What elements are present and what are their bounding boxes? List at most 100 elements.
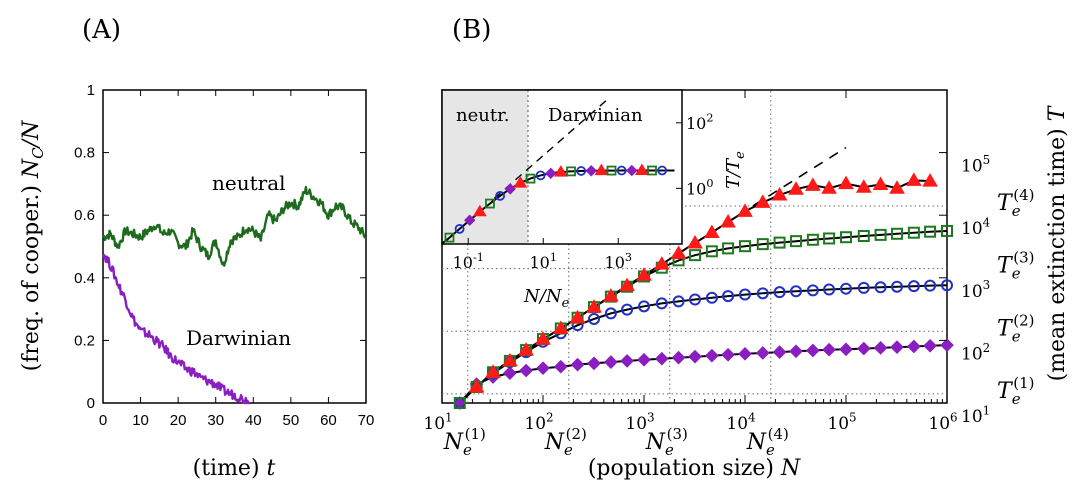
y-tick-label: 1	[87, 82, 95, 99]
marker-triangle	[754, 194, 771, 208]
marker-circle	[823, 283, 836, 296]
marker-triangle	[653, 256, 670, 270]
panel-a-xlabel: (time) t	[193, 456, 276, 481]
marker-diamond	[620, 354, 634, 368]
marker-circle	[806, 284, 819, 297]
marker-square	[874, 228, 887, 241]
inset-xlabel: N/Ne	[523, 286, 570, 311]
marker-circle	[840, 282, 852, 295]
ne-label: Ne(4)	[746, 425, 789, 459]
panel-b-chart: 101 102 103 104 105 106 101 102 103 104 105 Ne(1)…	[423, 89, 1070, 481]
x-tick-label: 10	[132, 412, 149, 429]
te-label: Te(1)	[997, 374, 1034, 408]
marker-diamond	[772, 345, 787, 359]
marker-square	[907, 226, 920, 239]
x-tick-label: 0	[99, 412, 107, 429]
marker-diamond	[705, 348, 719, 363]
ne-label: Ne(1)	[443, 425, 486, 459]
panel-b-xlabel: (population size) N	[588, 456, 801, 481]
panel-a-label: (A)	[82, 15, 121, 45]
marker-triangle	[468, 379, 485, 393]
marker-circle	[941, 279, 953, 292]
panel-b-te-labels: Te(1) Te(2) Te(3) Te(4)	[997, 186, 1034, 408]
panel-a-frame	[102, 89, 367, 404]
marker-diamond	[789, 344, 803, 359]
marker-triangle	[619, 277, 635, 292]
inset-y-ticks: 100 102	[676, 112, 713, 198]
inset-x-tick-label: 103	[605, 251, 632, 272]
marker-triangle	[552, 320, 569, 334]
marker-triangle	[518, 342, 534, 356]
panel-b-frame	[441, 89, 948, 404]
marker-circle	[705, 291, 718, 304]
marker-diamond	[806, 343, 820, 358]
marker-square	[857, 230, 870, 243]
marker-diamond	[553, 359, 568, 374]
x-tick-label: 40	[245, 412, 262, 429]
marker-diamond	[587, 356, 601, 371]
panel-b-y-ticks: 101 102 103 104 105	[939, 152, 990, 427]
marker-circle	[588, 312, 601, 325]
marker-diamond	[940, 338, 954, 352]
x-tick-label: 50	[283, 412, 300, 429]
marker-diamond	[519, 363, 533, 378]
panel-a-ylabel: (freq. of cooper.) NC/N	[19, 120, 47, 371]
marker-circle	[907, 280, 920, 293]
panel-a-series	[101, 185, 367, 405]
marker-square	[941, 224, 953, 237]
inset-frame	[441, 89, 683, 245]
marker-square	[924, 225, 937, 238]
inset-marker-diamond	[545, 167, 557, 180]
marker-triangle	[855, 179, 872, 193]
marker-triangle	[906, 172, 922, 186]
marker-circle	[672, 295, 685, 308]
marker-triangle	[603, 288, 619, 302]
inset-neutral-label: neutr.	[456, 105, 509, 126]
marker-circle	[756, 287, 769, 300]
marker-diamond	[671, 350, 686, 365]
marker-square	[790, 235, 803, 248]
x-tick-label: 106	[928, 410, 957, 434]
inset-neutral-region	[442, 90, 528, 244]
x-tick-label: 60	[320, 412, 337, 429]
inset-marker-square	[485, 198, 495, 209]
panel-b-x-ticks: 101 102 103 104 105 106	[423, 90, 958, 434]
inset-y-tick-label: 102	[686, 112, 713, 133]
inset-x-tick-label: 10-1	[453, 251, 484, 272]
marker-diamond	[570, 357, 585, 372]
x-tick-label: 20	[170, 412, 187, 429]
marker-diamond	[738, 346, 752, 361]
inset-marker-circle	[657, 165, 668, 176]
inset-series	[441, 96, 675, 245]
marker-triangle	[788, 181, 804, 195]
marker-diamond	[822, 342, 836, 357]
marker-diamond	[503, 366, 517, 380]
marker-diamond	[907, 339, 921, 354]
panel-a-y-ticks: 0 0.2 0.4 0.6 0.8 1	[74, 82, 366, 412]
inset-marker-circle	[616, 165, 627, 176]
marker-diamond	[688, 349, 702, 364]
marker-triangle	[569, 309, 586, 324]
inset-marker-diamond	[464, 214, 476, 226]
panel-a-chart: 0 10 20 30 40 50 60 70 0 0.2 0.4 0.6 0.8 1 neutral D…	[19, 82, 374, 481]
te-label: Te(4)	[997, 186, 1034, 220]
series-line-neutral	[102, 185, 367, 267]
marker-triangle	[737, 203, 753, 217]
inset-ylabel: T/Te	[723, 151, 748, 189]
panel-a-x-ticks: 0 10 20 30 40 50 60 70	[99, 90, 374, 429]
inset-x-ticks: 10-1 101 103	[453, 238, 632, 272]
marker-diamond	[856, 341, 871, 356]
marker-triangle	[838, 175, 854, 190]
y-tick-label: 101	[961, 403, 990, 427]
marker-square	[840, 231, 852, 244]
inset-marker-diamond	[626, 164, 638, 177]
marker-square	[722, 242, 735, 255]
y-tick-label: 0.4	[74, 270, 95, 287]
marker-circle	[621, 303, 634, 316]
marker-triangle	[636, 267, 652, 281]
x-tick-label: 101	[423, 410, 452, 434]
panel-b-label: (B)	[452, 15, 491, 45]
inset-asymptote-line	[493, 96, 611, 199]
inset-marker-circle	[576, 166, 587, 176]
